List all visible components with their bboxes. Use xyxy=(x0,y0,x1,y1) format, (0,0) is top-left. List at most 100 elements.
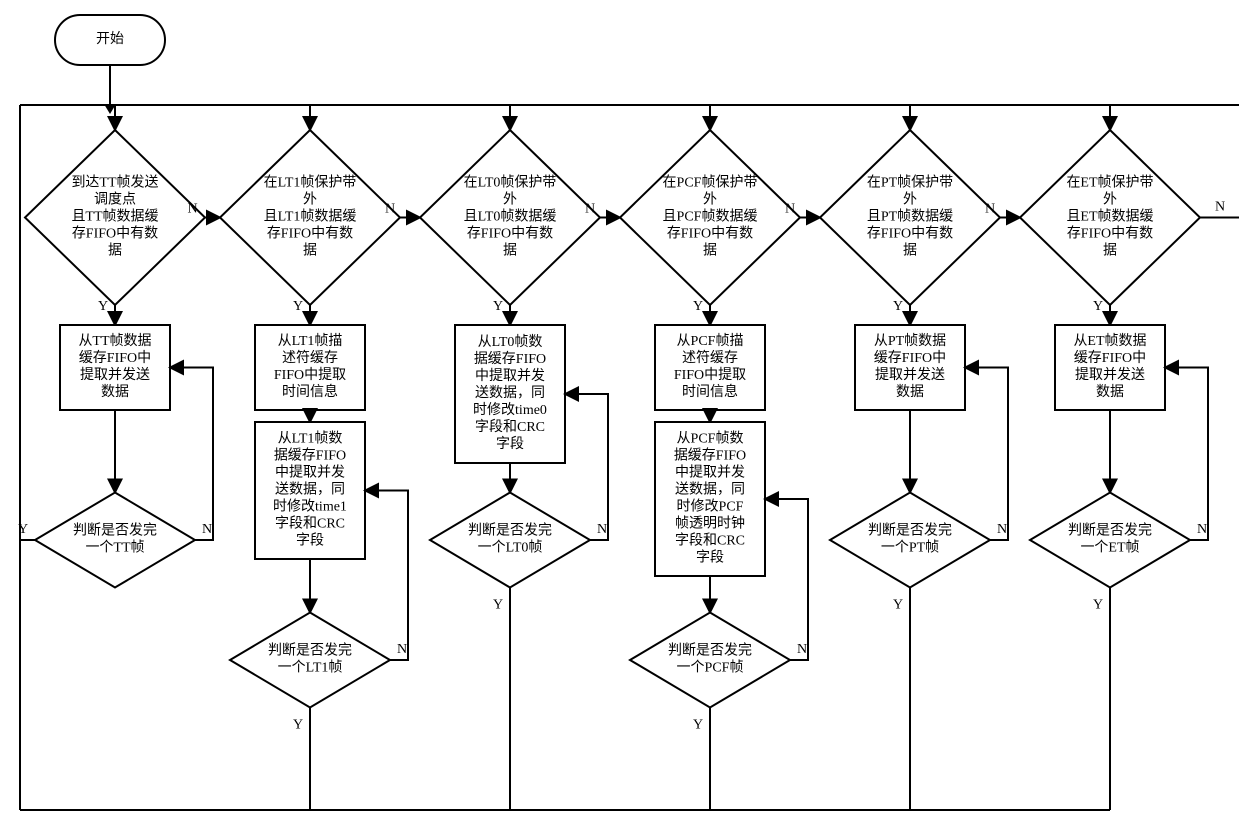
svg-text:在PCF帧保护带: 在PCF帧保护带 xyxy=(663,175,758,191)
svg-text:在LT0帧保护带: 在LT0帧保护带 xyxy=(464,175,557,191)
svg-text:判断是否发完: 判断是否发完 xyxy=(73,523,157,539)
svg-text:据: 据 xyxy=(108,243,122,259)
svg-text:存FIFO中有数: 存FIFO中有数 xyxy=(72,226,158,242)
svg-text:字段和CRC: 字段和CRC xyxy=(275,516,345,532)
svg-text:据: 据 xyxy=(1103,243,1117,259)
svg-text:据缓存FIFO: 据缓存FIFO xyxy=(474,351,546,367)
svg-text:提取并发送: 提取并发送 xyxy=(1075,367,1145,383)
svg-text:缓存FIFO中: 缓存FIFO中 xyxy=(79,350,151,366)
svg-text:且ET帧数据缓: 且ET帧数据缓 xyxy=(1066,209,1153,225)
svg-text:存FIFO中有数: 存FIFO中有数 xyxy=(267,226,353,242)
svg-text:判断是否发完: 判断是否发完 xyxy=(668,643,752,659)
svg-text:存FIFO中有数: 存FIFO中有数 xyxy=(867,226,953,242)
svg-text:Y: Y xyxy=(1093,598,1103,613)
svg-text:外: 外 xyxy=(903,192,917,208)
svg-text:据缓存FIFO: 据缓存FIFO xyxy=(274,448,346,464)
svg-text:调度点: 调度点 xyxy=(94,192,136,208)
svg-text:外: 外 xyxy=(503,192,517,208)
svg-text:从PCF帧数: 从PCF帧数 xyxy=(677,431,744,447)
svg-text:送数据，同: 送数据，同 xyxy=(475,385,545,401)
svg-text:述符缓存: 述符缓存 xyxy=(682,350,738,366)
svg-text:从TT帧数据: 从TT帧数据 xyxy=(78,333,151,349)
svg-text:字段: 字段 xyxy=(496,436,524,452)
svg-text:中提取并发: 中提取并发 xyxy=(275,465,345,481)
svg-text:字段: 字段 xyxy=(296,533,324,549)
svg-text:从LT0帧数: 从LT0帧数 xyxy=(478,334,543,350)
svg-text:提取并发送: 提取并发送 xyxy=(875,367,945,383)
svg-text:到达TT帧发送: 到达TT帧发送 xyxy=(71,175,158,191)
svg-text:N: N xyxy=(385,202,395,217)
svg-text:据缓存FIFO: 据缓存FIFO xyxy=(674,448,746,464)
svg-text:存FIFO中有数: 存FIFO中有数 xyxy=(667,226,753,242)
svg-text:外: 外 xyxy=(303,192,317,208)
svg-text:据: 据 xyxy=(703,243,717,259)
svg-text:据: 据 xyxy=(503,243,517,259)
svg-text:N: N xyxy=(1197,522,1207,537)
svg-text:在LT1帧保护带: 在LT1帧保护带 xyxy=(264,175,357,191)
svg-text:提取并发送: 提取并发送 xyxy=(80,367,150,383)
svg-text:N: N xyxy=(1215,200,1225,215)
svg-text:FIFO中提取: FIFO中提取 xyxy=(274,367,346,383)
svg-text:且TT帧数据缓: 且TT帧数据缓 xyxy=(71,209,158,225)
svg-text:在PT帧保护带: 在PT帧保护带 xyxy=(867,175,953,191)
svg-text:送数据，同: 送数据，同 xyxy=(275,482,345,498)
svg-text:缓存FIFO中: 缓存FIFO中 xyxy=(1074,350,1146,366)
svg-text:外: 外 xyxy=(1103,192,1117,208)
svg-text:N: N xyxy=(985,202,995,217)
svg-text:Y: Y xyxy=(293,299,303,314)
svg-text:数据: 数据 xyxy=(1096,384,1124,400)
svg-text:存FIFO中有数: 存FIFO中有数 xyxy=(467,226,553,242)
svg-text:N: N xyxy=(597,522,607,537)
svg-text:一个PCF帧: 一个PCF帧 xyxy=(677,660,744,676)
svg-text:Y: Y xyxy=(493,299,503,314)
svg-text:从LT1帧描: 从LT1帧描 xyxy=(278,333,343,349)
svg-text:判断是否发完: 判断是否发完 xyxy=(268,643,352,659)
svg-text:开始: 开始 xyxy=(96,31,124,47)
svg-text:存FIFO中有数: 存FIFO中有数 xyxy=(1067,226,1153,242)
svg-text:且PCF帧数据缓: 且PCF帧数据缓 xyxy=(663,209,758,225)
svg-text:字段和CRC: 字段和CRC xyxy=(675,533,745,549)
svg-text:Y: Y xyxy=(893,299,903,314)
svg-text:N: N xyxy=(785,202,795,217)
svg-text:据: 据 xyxy=(303,243,317,259)
svg-text:数据: 数据 xyxy=(896,384,924,400)
svg-text:中提取并发: 中提取并发 xyxy=(675,465,745,481)
svg-text:时修改time1: 时修改time1 xyxy=(273,499,347,515)
svg-text:且LT0帧数据缓: 且LT0帧数据缓 xyxy=(464,209,557,225)
svg-text:Y: Y xyxy=(493,598,503,613)
svg-text:一个ET帧: 一个ET帧 xyxy=(1080,540,1139,556)
svg-text:N: N xyxy=(797,642,807,657)
svg-text:Y: Y xyxy=(98,299,108,314)
flowchart-canvas: 开始到达TT帧发送调度点且TT帧数据缓存FIFO中有数据NY从TT帧数据缓存FI… xyxy=(0,0,1239,826)
svg-text:中提取并发: 中提取并发 xyxy=(475,368,545,384)
svg-text:缓存FIFO中: 缓存FIFO中 xyxy=(874,350,946,366)
svg-text:判断是否发完: 判断是否发完 xyxy=(468,523,552,539)
svg-text:且LT1帧数据缓: 且LT1帧数据缓 xyxy=(264,209,357,225)
svg-text:判断是否发完: 判断是否发完 xyxy=(1068,523,1152,539)
svg-text:时修改PCF: 时修改PCF xyxy=(677,499,744,515)
svg-text:据: 据 xyxy=(903,243,917,259)
svg-text:外: 外 xyxy=(703,192,717,208)
svg-text:一个LT0帧: 一个LT0帧 xyxy=(478,540,543,556)
svg-text:判断是否发完: 判断是否发完 xyxy=(868,523,952,539)
svg-text:N: N xyxy=(585,202,595,217)
svg-text:N: N xyxy=(397,642,407,657)
svg-text:Y: Y xyxy=(693,299,703,314)
svg-text:时修改time0: 时修改time0 xyxy=(473,402,547,418)
svg-text:Y: Y xyxy=(18,522,28,537)
svg-text:帧透明时钟: 帧透明时钟 xyxy=(675,515,745,532)
svg-text:字段: 字段 xyxy=(696,550,724,566)
svg-text:从ET帧数据: 从ET帧数据 xyxy=(1073,333,1146,349)
svg-text:Y: Y xyxy=(1093,299,1103,314)
svg-text:时间信息: 时间信息 xyxy=(682,383,738,400)
svg-text:字段和CRC: 字段和CRC xyxy=(475,419,545,435)
svg-text:Y: Y xyxy=(293,718,303,733)
svg-text:N: N xyxy=(202,522,212,537)
svg-text:送数据，同: 送数据，同 xyxy=(675,482,745,498)
svg-text:一个PT帧: 一个PT帧 xyxy=(881,540,939,556)
svg-text:从LT1帧数: 从LT1帧数 xyxy=(278,431,343,447)
svg-text:一个TT帧: 一个TT帧 xyxy=(85,540,144,556)
svg-text:N: N xyxy=(997,522,1007,537)
svg-text:从PT帧数据: 从PT帧数据 xyxy=(874,333,946,349)
svg-text:FIFO中提取: FIFO中提取 xyxy=(674,367,746,383)
